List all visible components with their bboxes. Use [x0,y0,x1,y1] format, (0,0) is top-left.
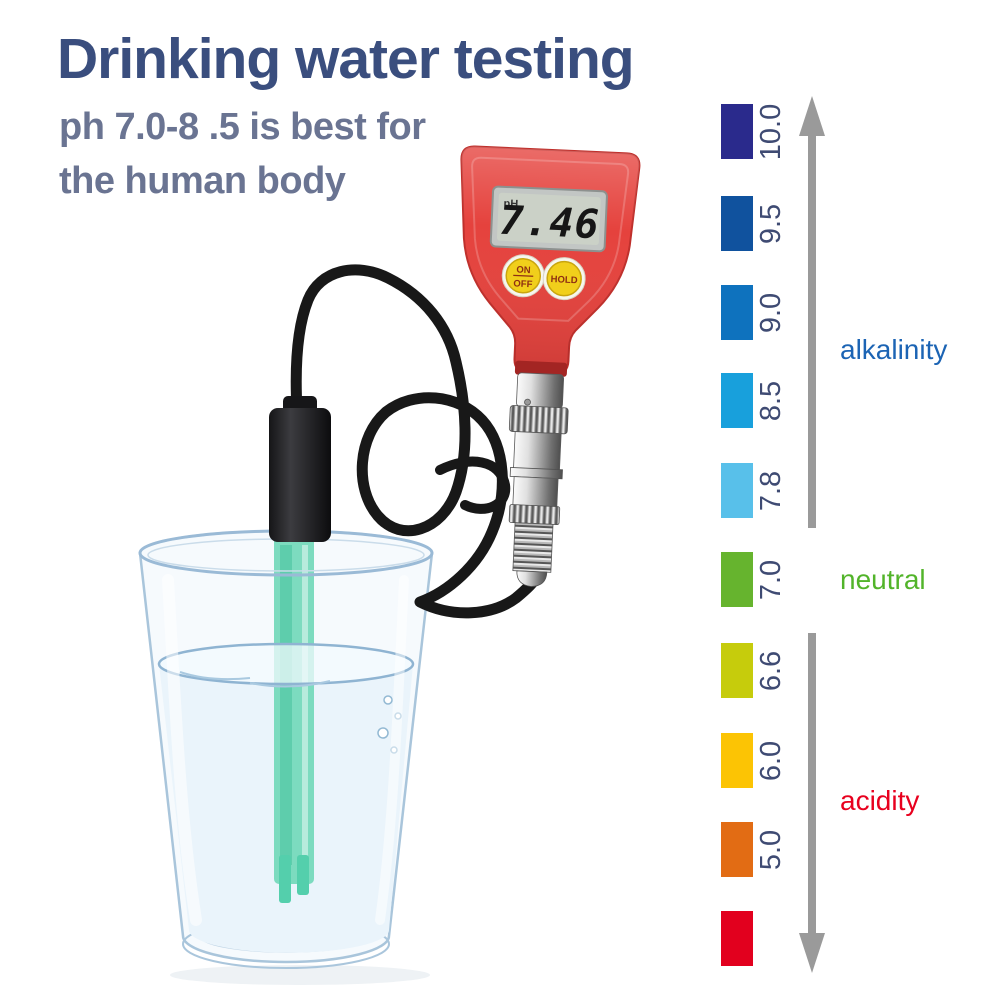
glass-rim [138,529,434,926]
ph-color-swatch [721,552,753,607]
ph-value-label: 7.0 [754,559,787,601]
hold-button[interactable]: HOLD [542,257,586,301]
alkalinity-arrow-shaft [808,132,816,528]
acidity-arrow-shaft [808,633,816,935]
ph-color-swatch [721,822,753,877]
ph-value-label [733,911,809,967]
on-label: ON [516,264,531,276]
ph-color-swatch [721,911,753,966]
hold-label: HOLD [550,274,578,286]
off-label: OFF [513,278,533,290]
electrode-cap [269,396,331,542]
ph-color-swatch [721,196,753,251]
ph-value-label: 8.5 [754,380,787,422]
ph-value-label: 9.0 [754,292,787,334]
subtitle-line-2: the human body [59,160,346,202]
water-surface [157,642,415,754]
on-off-button[interactable]: ON OFF [501,254,545,298]
ph-color-swatch [721,733,753,788]
neutral-label: neutral [840,564,926,595]
lcd-unit-label: pH [503,198,518,211]
lcd-display: pH 7.46 [489,185,608,253]
lcd-screen [496,192,601,246]
acidity-label: acidity [840,785,920,816]
ph-color-swatch [721,104,753,159]
ph-color-swatch [721,463,753,518]
ph-electrode-probe [274,534,314,903]
subtitle-line-1: ph 7.0-8 .5 is best for [59,106,426,148]
ph-value-label: 9.5 [754,203,787,245]
ph-value-label: 7.8 [754,470,787,512]
alkalinity-arrow-icon [799,96,825,136]
ph-color-swatch [721,285,753,340]
ph-color-swatch [721,643,753,698]
alkalinity-label: alkalinity [840,334,948,365]
ph-value-label: 6.6 [754,650,787,692]
acidity-arrow-icon [799,933,825,973]
ph-color-swatch [721,373,753,428]
ph-value-label: 6.0 [754,740,787,782]
ph-value-label: 5.0 [754,829,787,871]
bnc-connector [508,372,569,587]
ph-value-label: 10.0 [754,103,787,161]
probe-cable [290,264,543,619]
product-photo: pH 7.46 ON OFF HOLD [138,145,641,985]
page-title: Drinking water testing [57,27,635,91]
lcd-value: 7.46 [498,198,600,249]
